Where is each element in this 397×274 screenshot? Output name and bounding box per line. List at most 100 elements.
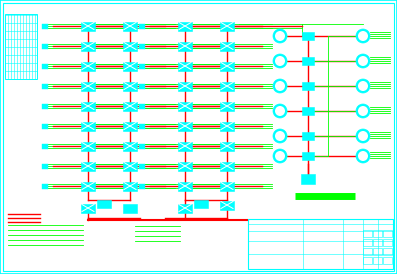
Bar (123, 161, 137, 170)
Bar (139, 124, 145, 129)
Bar (123, 181, 137, 190)
Circle shape (273, 29, 287, 43)
Bar (181, 164, 187, 169)
Circle shape (273, 54, 287, 68)
Bar (363, 248, 372, 255)
Bar (42, 184, 48, 189)
Circle shape (273, 79, 287, 93)
Bar (181, 84, 187, 89)
Bar (139, 104, 145, 109)
Bar (81, 61, 95, 70)
Bar (123, 204, 137, 213)
Bar (302, 107, 314, 115)
Bar (220, 201, 234, 210)
Bar (220, 181, 234, 190)
Circle shape (275, 106, 285, 116)
Circle shape (356, 129, 370, 143)
Circle shape (358, 31, 368, 41)
Bar (81, 161, 95, 170)
Bar (373, 248, 382, 255)
Bar (81, 41, 95, 50)
Bar (84, 24, 90, 28)
Bar (373, 239, 382, 246)
Bar (302, 57, 314, 65)
Bar (363, 239, 372, 246)
Bar (123, 101, 137, 110)
Bar (97, 200, 111, 208)
Bar (302, 152, 314, 160)
Bar (42, 164, 48, 169)
Bar (81, 204, 95, 213)
Bar (84, 64, 90, 68)
Bar (178, 81, 192, 90)
Bar (383, 239, 392, 246)
Bar (181, 184, 187, 189)
Bar (139, 64, 145, 68)
Bar (220, 41, 234, 50)
Bar (123, 61, 137, 70)
Bar (139, 84, 145, 89)
Bar (84, 44, 90, 48)
Bar (181, 144, 187, 149)
Bar (84, 184, 90, 189)
Bar (178, 141, 192, 150)
Circle shape (275, 151, 285, 161)
Bar (301, 174, 315, 184)
Bar (139, 44, 145, 48)
Circle shape (356, 104, 370, 118)
Bar (220, 141, 234, 150)
Bar (81, 21, 95, 30)
Bar (178, 41, 192, 50)
Bar (81, 101, 95, 110)
Bar (178, 121, 192, 130)
Circle shape (273, 104, 287, 118)
Bar (139, 164, 145, 169)
Bar (42, 84, 48, 89)
Circle shape (273, 129, 287, 143)
Bar (84, 164, 90, 169)
Bar (373, 257, 382, 264)
Bar (178, 161, 192, 170)
Bar (181, 104, 187, 109)
Circle shape (358, 106, 368, 116)
Circle shape (275, 81, 285, 91)
Bar (139, 24, 145, 28)
Bar (373, 230, 382, 237)
Bar (181, 124, 187, 129)
Bar (84, 144, 90, 149)
Bar (248, 219, 393, 269)
Bar (302, 82, 314, 90)
Bar (42, 64, 48, 68)
Bar (181, 64, 187, 68)
Bar (84, 104, 90, 109)
Bar (81, 121, 95, 130)
Circle shape (358, 56, 368, 66)
Circle shape (356, 79, 370, 93)
Bar (123, 81, 137, 90)
Bar (383, 230, 392, 237)
Bar (123, 21, 137, 30)
Bar (81, 141, 95, 150)
Bar (42, 144, 48, 149)
Bar (81, 181, 95, 190)
Bar (302, 32, 314, 40)
Circle shape (356, 149, 370, 163)
Bar (42, 104, 48, 109)
Bar (181, 44, 187, 48)
Bar (302, 132, 314, 140)
Bar (123, 41, 137, 50)
Bar (42, 124, 48, 129)
Bar (220, 81, 234, 90)
Circle shape (358, 81, 368, 91)
Bar (178, 61, 192, 70)
Bar (194, 200, 208, 208)
Bar (42, 44, 48, 48)
Bar (220, 121, 234, 130)
Circle shape (275, 56, 285, 66)
Bar (178, 101, 192, 110)
Circle shape (275, 31, 285, 41)
Bar (383, 248, 392, 255)
Bar (220, 161, 234, 170)
Bar (383, 257, 392, 264)
Circle shape (356, 29, 370, 43)
